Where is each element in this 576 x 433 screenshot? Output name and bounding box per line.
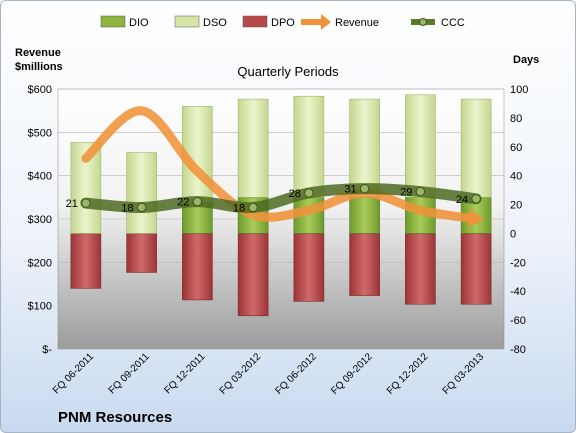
- left-tick-label: $500: [28, 127, 52, 139]
- ccc-point: [248, 202, 258, 213]
- bar-dio: [349, 197, 380, 234]
- left-axis-title-line1: Revenue: [15, 47, 61, 59]
- left-axis: $600 $500 $400 $300 $200 $100 $-: [28, 84, 53, 356]
- right-tick-label: 0: [510, 228, 516, 240]
- left-tick-label: $300: [28, 214, 52, 226]
- left-tick-label: $600: [28, 84, 52, 96]
- category-label: FQ 12-2012: [385, 351, 431, 397]
- company-name: PNM Resources: [58, 409, 172, 426]
- category-label: FQ 03-2012: [218, 351, 264, 397]
- category-label: FQ 09-2012: [329, 351, 375, 397]
- right-tick-label: -20: [510, 257, 526, 269]
- bar-dpo: [293, 233, 325, 302]
- ccc-point: [471, 194, 481, 204]
- ccc-point: [81, 198, 91, 208]
- ccc-data-label: 22: [177, 197, 189, 209]
- legend-swatch-revenue-head: [321, 14, 331, 30]
- bar-dso: [460, 98, 492, 198]
- category-label: FQ 09-2011: [107, 351, 152, 396]
- ccc-point: [359, 183, 370, 194]
- legend-swatch-dso: [174, 15, 200, 28]
- ccc-point: [136, 202, 147, 213]
- right-tick-label: -40: [510, 286, 526, 298]
- bar-dso: [126, 152, 157, 234]
- ccc-data-label: 28: [289, 188, 301, 200]
- category-label: FQ 12-2011: [163, 351, 208, 396]
- right-axis: 100 80 60 40 20 0 -20 -40 -60 -80: [510, 84, 528, 356]
- left-tick-label: $400: [28, 171, 52, 183]
- category-label: FQ 06-2012: [273, 351, 319, 397]
- legend-label-dso: DSO: [203, 17, 227, 29]
- legend-label-dpo: DPO: [271, 17, 295, 29]
- chart-subtitle: Quarterly Periods: [237, 64, 339, 79]
- right-tick-label: 20: [510, 200, 522, 212]
- ccc-data-label: 18: [121, 202, 133, 214]
- legend-label-revenue: Revenue: [335, 17, 379, 29]
- bar-dpo: [70, 233, 102, 289]
- right-tick-label: 40: [510, 171, 522, 183]
- left-tick-label: $-: [42, 344, 52, 356]
- bar-dpo: [349, 233, 380, 296]
- ccc-data-label: 31: [344, 184, 356, 196]
- bar-dso: [349, 98, 380, 198]
- bar-dpo: [182, 233, 213, 301]
- revenue-line: [81, 106, 481, 224]
- right-tick-label: 100: [510, 84, 528, 96]
- ccc-data-label: 29: [400, 187, 412, 199]
- right-tick-label: 60: [510, 142, 522, 154]
- category-label: FQ 06-2011: [51, 351, 96, 396]
- legend-swatch-dpo: [242, 15, 268, 28]
- legend-swatch-dio: [100, 15, 126, 28]
- bar-dso: [293, 95, 325, 198]
- right-tick-label: -80: [510, 344, 526, 356]
- legend-label-dio: DIO: [129, 17, 149, 29]
- left-axis-title-line2: $millions: [15, 61, 63, 73]
- ccc-point: [192, 196, 203, 207]
- bar-dso: [405, 94, 436, 198]
- legend-label-ccc: CCC: [441, 17, 465, 29]
- ccc-point: [304, 188, 314, 198]
- right-tick-label: -60: [510, 315, 526, 327]
- bar-dpo: [126, 233, 157, 273]
- bars: [70, 94, 492, 317]
- left-tick-label: $200: [28, 257, 52, 269]
- revenue-arrow-head: [467, 208, 485, 228]
- bar-dso: [237, 98, 269, 198]
- ccc-data-label: 24: [456, 194, 468, 206]
- right-tick-label: 80: [510, 113, 522, 125]
- legend: DIO DSO DPO Revenue CCC: [100, 14, 465, 30]
- bar-dpo: [405, 233, 436, 305]
- bar-dpo: [460, 233, 492, 305]
- left-tick-label: $100: [28, 301, 52, 313]
- category-label: FQ 03-2013: [441, 351, 487, 397]
- ccc-data-label: 18: [233, 202, 245, 214]
- ccc-point: [415, 186, 426, 197]
- ccc-data-label: 21: [66, 198, 78, 210]
- right-axis-title: Days: [513, 54, 539, 66]
- x-axis: FQ 06-2011 FQ 09-2011 FQ 12-2011 FQ 03-2012…: [51, 351, 487, 397]
- legend-swatch-ccc-dot: [419, 18, 427, 26]
- lines: 21 18 22 18 28 31 29 24: [66, 106, 485, 228]
- bar-dpo: [237, 233, 269, 317]
